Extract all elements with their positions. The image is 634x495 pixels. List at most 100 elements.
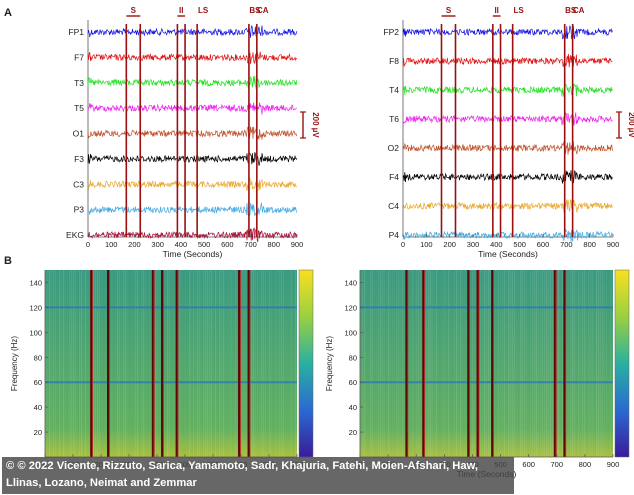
spectrogram-field — [360, 270, 613, 457]
x-tick-label: 500 — [198, 240, 211, 249]
trace-c4 — [402, 198, 613, 213]
trace-fp2 — [402, 25, 613, 40]
y-tick-label: 60 — [349, 378, 357, 387]
y-tick-label: 60 — [34, 378, 42, 387]
channel-label-f4: F4 — [389, 172, 399, 182]
x-tick-label: 900 — [607, 240, 620, 249]
trace-f4 — [402, 170, 613, 184]
colorbar — [614, 269, 630, 458]
event-label-ls: LS — [514, 6, 525, 15]
y-tick-label: 40 — [34, 403, 42, 412]
channel-label-t3: T3 — [74, 78, 84, 88]
x-tick-label: 800 — [579, 460, 592, 469]
x-tick-label: 0 — [401, 240, 405, 249]
x-tick-label: 100 — [105, 240, 118, 249]
event-label-bs: BS — [565, 6, 577, 15]
event-label-ls: LS — [198, 6, 209, 15]
spectrogram-field — [45, 270, 297, 457]
channel-label-o2: O2 — [388, 143, 400, 153]
y-tick-label: 140 — [344, 278, 357, 287]
channel-label-o1: O1 — [73, 129, 85, 139]
x-tick-label: 200 — [443, 240, 456, 249]
channel-label-ekg: EKG — [66, 230, 84, 240]
channel-label-fp1: FP1 — [68, 27, 84, 37]
x-tick-label: 400 — [490, 240, 503, 249]
x-tick-label: 100 — [420, 240, 433, 249]
x-tick-label: 700 — [560, 240, 573, 249]
channel-label-f7: F7 — [74, 52, 84, 62]
trace-t6 — [402, 112, 613, 126]
panel-label-b: B — [4, 255, 12, 267]
x-tick-label: 600 — [221, 240, 234, 249]
x-tick-label: 700 — [244, 240, 257, 249]
event-label-ca: CA — [257, 6, 269, 15]
scale-bar-label: 200 µV — [311, 112, 320, 138]
channel-label-c3: C3 — [73, 179, 84, 189]
x-tick-label: 600 — [522, 460, 535, 469]
x-tick-label: 0 — [86, 240, 90, 249]
y-tick-label: 20 — [349, 428, 357, 437]
y-tick-label: 80 — [349, 353, 357, 362]
channel-label-p4: P4 — [389, 230, 400, 240]
y-tick-label: 120 — [344, 303, 357, 312]
x-tick-label: 400 — [175, 240, 188, 249]
y-axis-label: Frequency (Hz) — [10, 336, 19, 391]
trace-f3 — [87, 152, 298, 166]
y-tick-label: 100 — [344, 328, 357, 337]
y-tick-label: 120 — [29, 303, 42, 312]
x-tick-label: 900 — [291, 240, 304, 249]
trace-c3 — [87, 177, 298, 192]
x-tick-label: 900 — [607, 460, 620, 469]
y-tick-label: 80 — [34, 353, 42, 362]
channel-label-f8: F8 — [389, 56, 399, 66]
event-label-ii: II — [494, 6, 498, 15]
x-tick-label: 300 — [151, 240, 164, 249]
spectrogram-2: 2040608010012014001002003004005006007008… — [325, 269, 630, 479]
trace-p3 — [87, 202, 298, 217]
y-tick-label: 20 — [34, 428, 42, 437]
y-tick-label: 140 — [29, 278, 42, 287]
spectrogram-1: 2040608010012014001002003004005006007008… — [10, 269, 314, 469]
trace-ekg — [87, 227, 298, 243]
trace-f7 — [87, 51, 298, 65]
event-label-ii: II — [179, 6, 183, 15]
event-label-bs: BS — [249, 6, 261, 15]
channel-label-fp2: FP2 — [383, 27, 399, 37]
x-tick-label: 800 — [268, 240, 281, 249]
trace-p4 — [402, 229, 613, 242]
x-tick-label: 500 — [513, 240, 526, 249]
trace-o2 — [402, 140, 613, 155]
x-tick-label: 200 — [128, 240, 141, 249]
x-tick-label: 800 — [583, 240, 596, 249]
channel-label-t4: T4 — [389, 85, 399, 95]
x-tick-label: 600 — [537, 240, 550, 249]
x-axis-label: Time (Seconds) — [163, 249, 223, 259]
event-label-s: S — [131, 6, 137, 15]
trace-t4 — [402, 83, 613, 98]
channel-label-f3: F3 — [74, 154, 84, 164]
channel-label-t5: T5 — [74, 103, 84, 113]
trace-o1 — [87, 126, 298, 141]
credit-line-1: © © 2022 Vicente, Rizzuto, Sarica, Yamam… — [6, 460, 478, 472]
copyright-credit: © © 2022 Vicente, Rizzuto, Sarica, Yamam… — [2, 457, 514, 494]
x-tick-label: 300 — [467, 240, 480, 249]
panel-label-a: A — [4, 7, 12, 19]
credit-line-2: Llinas, Lozano, Neimat and Zemmar — [6, 477, 197, 489]
trace-fp1 — [87, 25, 298, 38]
y-axis-label: Frequency (Hz) — [325, 336, 334, 391]
trace-t3 — [87, 75, 298, 90]
y-tick-label: 100 — [29, 328, 42, 337]
event-label-ca: CA — [573, 6, 585, 15]
channel-label-c4: C4 — [388, 201, 399, 211]
trace-t5 — [87, 102, 297, 115]
event-label-s: S — [446, 6, 452, 15]
scale-bar-label: 200 µV — [627, 112, 634, 138]
colorbar — [298, 269, 314, 458]
channel-label-t6: T6 — [389, 114, 399, 124]
x-axis-label: Time (Seconds) — [478, 249, 538, 259]
trace-f8 — [402, 53, 613, 68]
x-tick-label: 700 — [551, 460, 564, 469]
